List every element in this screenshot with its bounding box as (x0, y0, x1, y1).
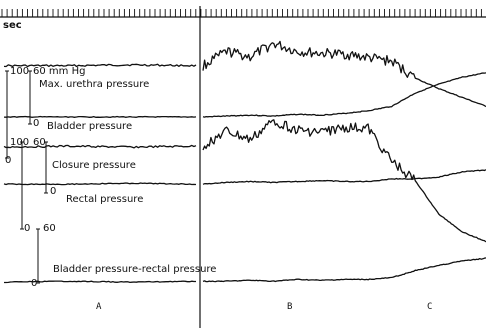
time-marker-ticks (0, 6, 486, 328)
upper-scale-right-label: 60 mm Hg (33, 66, 86, 77)
lower-scale-zero-label: 0 (31, 278, 38, 289)
pressure-traces (3, 40, 486, 284)
trace-bladder-pressure-rectal-pressure-a (4, 280, 196, 284)
panel-label-c: C (427, 302, 433, 312)
series-label-bladder-minus-rectal: Bladder pressure-rectal pressure (53, 264, 217, 275)
middle-scale-right-label: 60 (33, 137, 46, 148)
trace-bladder-pressure-a (3, 115, 197, 118)
trace-rectal-pressure-a (3, 182, 197, 186)
upper-scale-left-label: 100 (10, 66, 30, 77)
time-unit-label: sec (3, 20, 22, 31)
panel-label-a: A (96, 302, 102, 312)
trace-max-urethra-pressure-a (3, 63, 197, 68)
trace-closure-pressure-a (3, 144, 197, 149)
trace-closure-pressure-bc (202, 119, 486, 243)
trace-max-urethra-pressure-bc (202, 40, 486, 108)
middle-scale-zero-right-label: 0 (50, 186, 57, 197)
scale-bars (5, 70, 48, 284)
middle-scale-zero-left-label: 0 (5, 155, 12, 166)
middle-scale-left-label: 100 (10, 137, 30, 148)
series-label-max-urethra-pressure: Max. urethra pressure (39, 79, 150, 90)
trace-rectal-pressure-bc (202, 169, 486, 185)
lower-scale-zero-left-label: 0 (24, 223, 31, 234)
series-label-bladder-pressure: Bladder pressure (47, 121, 133, 132)
trace-bladder-pressure-bc (202, 72, 486, 118)
panel-label-b: B (287, 302, 293, 312)
upper-scale-zero-label: 0 (33, 118, 40, 129)
trace-bladder-pressure-rectal-pressure-bc (202, 257, 486, 283)
series-label-closure-pressure: Closure pressure (52, 160, 136, 171)
series-label-rectal-pressure: Rectal pressure (66, 194, 144, 205)
lower-scale-right-label: 60 (43, 223, 56, 234)
